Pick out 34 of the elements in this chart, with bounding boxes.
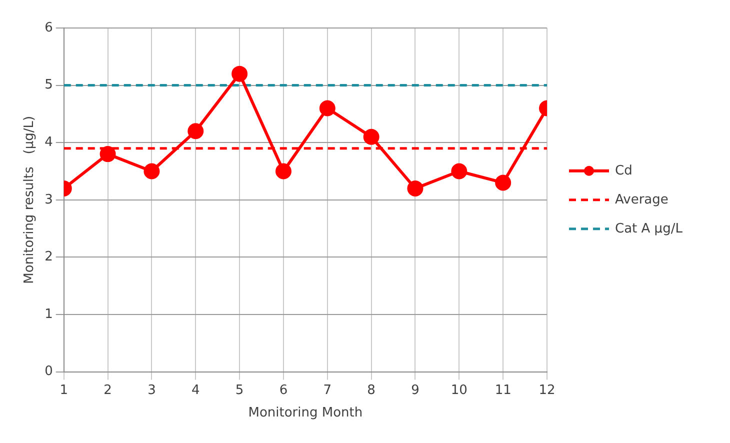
x-tick-label: 7 — [323, 382, 332, 398]
point — [363, 128, 380, 145]
point — [232, 66, 248, 82]
point — [144, 163, 160, 180]
x-tick-label: 12 — [538, 382, 556, 398]
x-tick-label: 10 — [450, 382, 468, 398]
point — [275, 163, 292, 180]
x-tick-label: 1 — [60, 382, 68, 398]
legend-label: Cd — [615, 163, 632, 178]
x-tick-label: 3 — [148, 382, 156, 398]
point — [319, 100, 336, 116]
y-tick-label: 2 — [44, 250, 53, 265]
legend-label: Average — [615, 192, 668, 208]
y-tick-label: 5 — [44, 78, 53, 93]
point — [495, 174, 512, 191]
x-tick-label: 11 — [494, 382, 512, 398]
y-tick-label: 1 — [44, 306, 53, 322]
point — [100, 146, 116, 162]
x-tick-label: 8 — [367, 382, 376, 398]
point — [407, 180, 424, 196]
x-tick-label: 4 — [191, 382, 200, 398]
x-tick-label: 6 — [279, 382, 288, 398]
x-tick-label: 5 — [235, 382, 244, 398]
y-axis-title: Monitoring results (μg/L) — [22, 116, 38, 284]
x-axis-title: Monitoring Month — [248, 406, 363, 421]
point — [188, 123, 204, 140]
x-tick-label: 9 — [411, 382, 420, 398]
x-tick-label: 2 — [104, 382, 112, 398]
y-tick-label: 3 — [44, 192, 53, 208]
legend-label: Cat A μg/L — [615, 221, 684, 236]
y-tick-label: 6 — [44, 20, 53, 36]
point — [451, 163, 468, 180]
y-tick-label: 0 — [44, 364, 53, 380]
y-tick-label: 4 — [44, 134, 53, 150]
